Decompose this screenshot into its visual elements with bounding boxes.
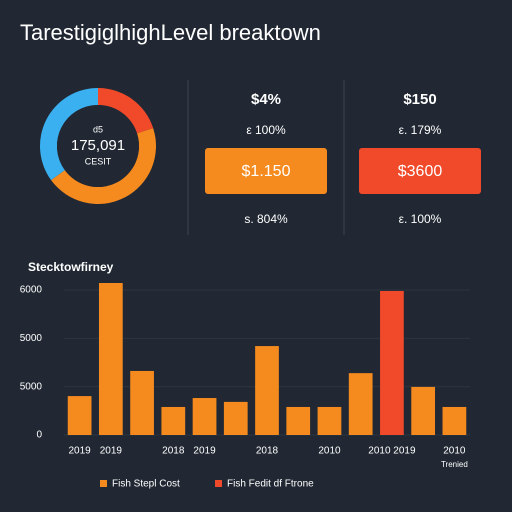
legend-label: Fish Fedit df Ftrone: [227, 479, 314, 490]
donut-hole: [57, 105, 139, 187]
card-button-label: $3600: [398, 163, 443, 180]
donut-segment: [40, 88, 98, 181]
bar: [317, 406, 342, 435]
bar: [161, 406, 186, 435]
chart-title: Stecktowfirney: [28, 260, 114, 274]
y-tick-label: 5000: [20, 381, 43, 392]
card-mid: ε 100%: [246, 123, 286, 137]
y-tick-label: 0: [36, 430, 42, 441]
card-button: [359, 148, 481, 194]
donut-segment: [51, 128, 157, 204]
bar: [98, 282, 123, 435]
card-top: $150: [403, 91, 436, 108]
bar: [255, 346, 279, 435]
bar: [130, 370, 154, 435]
bar: [67, 396, 92, 435]
card-button: [205, 148, 327, 194]
x-tick-label: 2019: [100, 446, 123, 457]
legend-swatch: [215, 480, 222, 487]
page-title: TarestigiglhighLevel breaktown: [20, 20, 321, 45]
card-bottom: s. 804%: [244, 212, 288, 226]
legend-label: Fish Stepl Cost: [112, 479, 180, 490]
card-mid: ε. 179%: [399, 123, 442, 137]
bar: [380, 290, 404, 435]
x-tick-label: 2018: [256, 446, 279, 457]
bar: [192, 398, 217, 435]
donut-segment: [98, 88, 154, 134]
donut-label: d5: [93, 124, 103, 134]
card-top: $4%: [251, 91, 281, 108]
x-tick-label: 2010 2019: [368, 446, 416, 457]
bar: [411, 386, 436, 435]
bar: [286, 406, 311, 435]
x-tick-label: 2018: [162, 446, 185, 457]
bar: [442, 406, 467, 435]
bar: [348, 373, 373, 435]
x-tick-label: 2019: [68, 446, 91, 457]
donut-value: 175,091: [71, 137, 125, 154]
y-tick-label: 6000: [20, 285, 43, 296]
x-tick-label: 2010: [443, 446, 466, 457]
card-button-label: $1.150: [242, 163, 291, 180]
x-tick-label: 2010: [318, 446, 341, 457]
legend-swatch: [100, 480, 107, 487]
y-tick-label: 5000: [20, 333, 43, 344]
card-bottom: ε. 100%: [399, 212, 442, 226]
bar: [223, 401, 248, 435]
x-axis-note: Trenied: [441, 460, 468, 469]
donut-label: CESIT: [85, 156, 112, 166]
x-tick-label: 2019: [193, 446, 216, 457]
